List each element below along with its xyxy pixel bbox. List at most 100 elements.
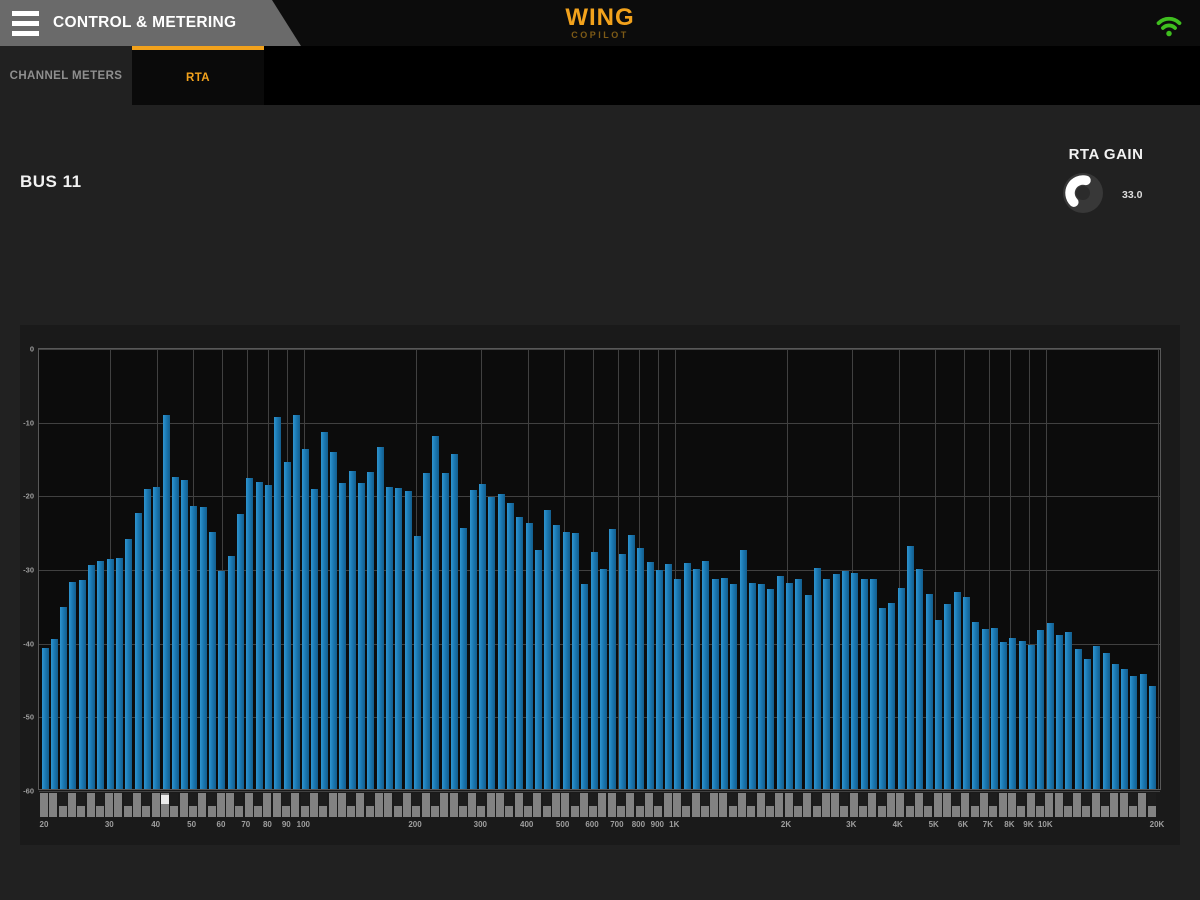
piano-key-black bbox=[635, 793, 644, 806]
rta-bar bbox=[814, 567, 821, 789]
rta-bar bbox=[907, 545, 915, 789]
piano-key bbox=[914, 793, 923, 817]
rta-bar bbox=[60, 606, 68, 789]
rta-bar bbox=[199, 507, 207, 789]
piano-key bbox=[254, 793, 263, 817]
piano-key-black bbox=[300, 793, 309, 806]
piano-key-black bbox=[77, 793, 86, 806]
freq-tick-label: 200 bbox=[408, 820, 422, 829]
rta-bar bbox=[469, 489, 477, 789]
rta-bar bbox=[395, 488, 403, 789]
db-tick-label: -50 bbox=[23, 712, 34, 722]
gridline-vertical bbox=[1010, 349, 1012, 789]
rta-bar bbox=[916, 569, 924, 789]
piano-key bbox=[542, 793, 551, 817]
piano-key bbox=[551, 793, 560, 817]
piano-key-black bbox=[589, 793, 598, 806]
piano-key bbox=[1147, 793, 1156, 817]
piano-key bbox=[756, 793, 765, 817]
rta-bar bbox=[1139, 673, 1147, 789]
rta-bar bbox=[376, 447, 384, 789]
wifi-icon[interactable] bbox=[1150, 5, 1188, 41]
piano-key bbox=[700, 793, 709, 817]
rta-bar bbox=[981, 628, 989, 789]
rta-bar bbox=[665, 564, 673, 789]
piano-key bbox=[67, 793, 76, 817]
piano-key bbox=[468, 793, 477, 817]
piano-key bbox=[77, 793, 86, 817]
piano-key bbox=[998, 793, 1007, 817]
piano-key bbox=[933, 793, 942, 817]
piano-key bbox=[188, 793, 197, 817]
rta-bar bbox=[590, 551, 598, 789]
rta-bar bbox=[311, 489, 319, 789]
piano-key-black bbox=[95, 793, 104, 806]
piano-key-black bbox=[542, 793, 551, 806]
piano-key bbox=[682, 793, 691, 817]
rta-bar bbox=[562, 531, 570, 789]
piano-key bbox=[579, 793, 588, 817]
piano-key bbox=[105, 793, 114, 817]
piano-key bbox=[738, 793, 746, 817]
piano-key-black bbox=[793, 793, 802, 806]
rta-bar bbox=[702, 561, 710, 789]
freq-tick-label: 5K bbox=[928, 820, 939, 829]
piano-key bbox=[570, 793, 579, 817]
piano-key bbox=[1091, 793, 1100, 817]
piano-key bbox=[905, 793, 914, 817]
hamburger-menu-icon[interactable] bbox=[12, 10, 39, 36]
piano-key bbox=[589, 793, 598, 817]
rta-bar bbox=[460, 528, 468, 789]
gridline-vertical bbox=[852, 349, 854, 789]
piano-key-black bbox=[1128, 793, 1137, 806]
freq-tick-label: 1K bbox=[669, 820, 680, 829]
freq-tick-label: 900 bbox=[650, 820, 664, 829]
piano-key bbox=[123, 793, 132, 817]
piano-key-black bbox=[970, 793, 979, 806]
piano-key bbox=[347, 793, 356, 817]
freq-tick-label: 600 bbox=[585, 820, 599, 829]
piano-key-black bbox=[347, 793, 356, 806]
rta-bar bbox=[330, 452, 337, 789]
rta-bar bbox=[1102, 652, 1110, 789]
piano-key bbox=[58, 793, 67, 817]
rta-bar bbox=[618, 553, 626, 789]
rta-bar bbox=[860, 578, 868, 789]
piano-key bbox=[859, 793, 867, 817]
freq-tick-label: 300 bbox=[473, 820, 487, 829]
piano-key bbox=[821, 793, 830, 817]
rta-bar bbox=[264, 485, 272, 789]
piano-key-black bbox=[282, 793, 290, 806]
app-name: WING bbox=[565, 4, 635, 31]
piano-key-black bbox=[505, 793, 514, 806]
tab-rta[interactable]: RTA bbox=[132, 46, 264, 105]
piano-key bbox=[728, 793, 737, 817]
piano-key bbox=[365, 793, 374, 817]
rta-bar bbox=[451, 453, 458, 789]
rta-bar bbox=[190, 505, 198, 789]
piano-key bbox=[942, 793, 951, 817]
gridline-horizontal bbox=[39, 570, 1160, 571]
piano-key bbox=[1119, 793, 1128, 817]
tab-channel-meters[interactable]: CHANNEL METERS bbox=[0, 46, 132, 105]
rta-bar bbox=[990, 628, 998, 789]
db-tick-label: 0 bbox=[29, 344, 34, 354]
piano-key-black bbox=[235, 793, 244, 806]
rta-bar bbox=[292, 414, 300, 789]
rta-bar bbox=[655, 570, 663, 789]
rta-bar bbox=[544, 509, 552, 789]
freq-tick-label: 700 bbox=[610, 820, 624, 829]
piano-key-highlight bbox=[161, 795, 169, 804]
rta-bar bbox=[125, 539, 133, 789]
piano-key bbox=[114, 793, 123, 817]
rta-bar bbox=[171, 477, 179, 789]
gridline-vertical bbox=[964, 349, 965, 789]
piano-key bbox=[282, 793, 290, 817]
rta-bar bbox=[1056, 634, 1063, 789]
piano-key bbox=[272, 793, 281, 817]
piano-key bbox=[765, 793, 774, 817]
hamburger-bar bbox=[12, 30, 39, 36]
rta-gain-knob[interactable] bbox=[1060, 170, 1106, 216]
gridline-vertical bbox=[617, 349, 619, 789]
rta-bar bbox=[283, 461, 291, 789]
